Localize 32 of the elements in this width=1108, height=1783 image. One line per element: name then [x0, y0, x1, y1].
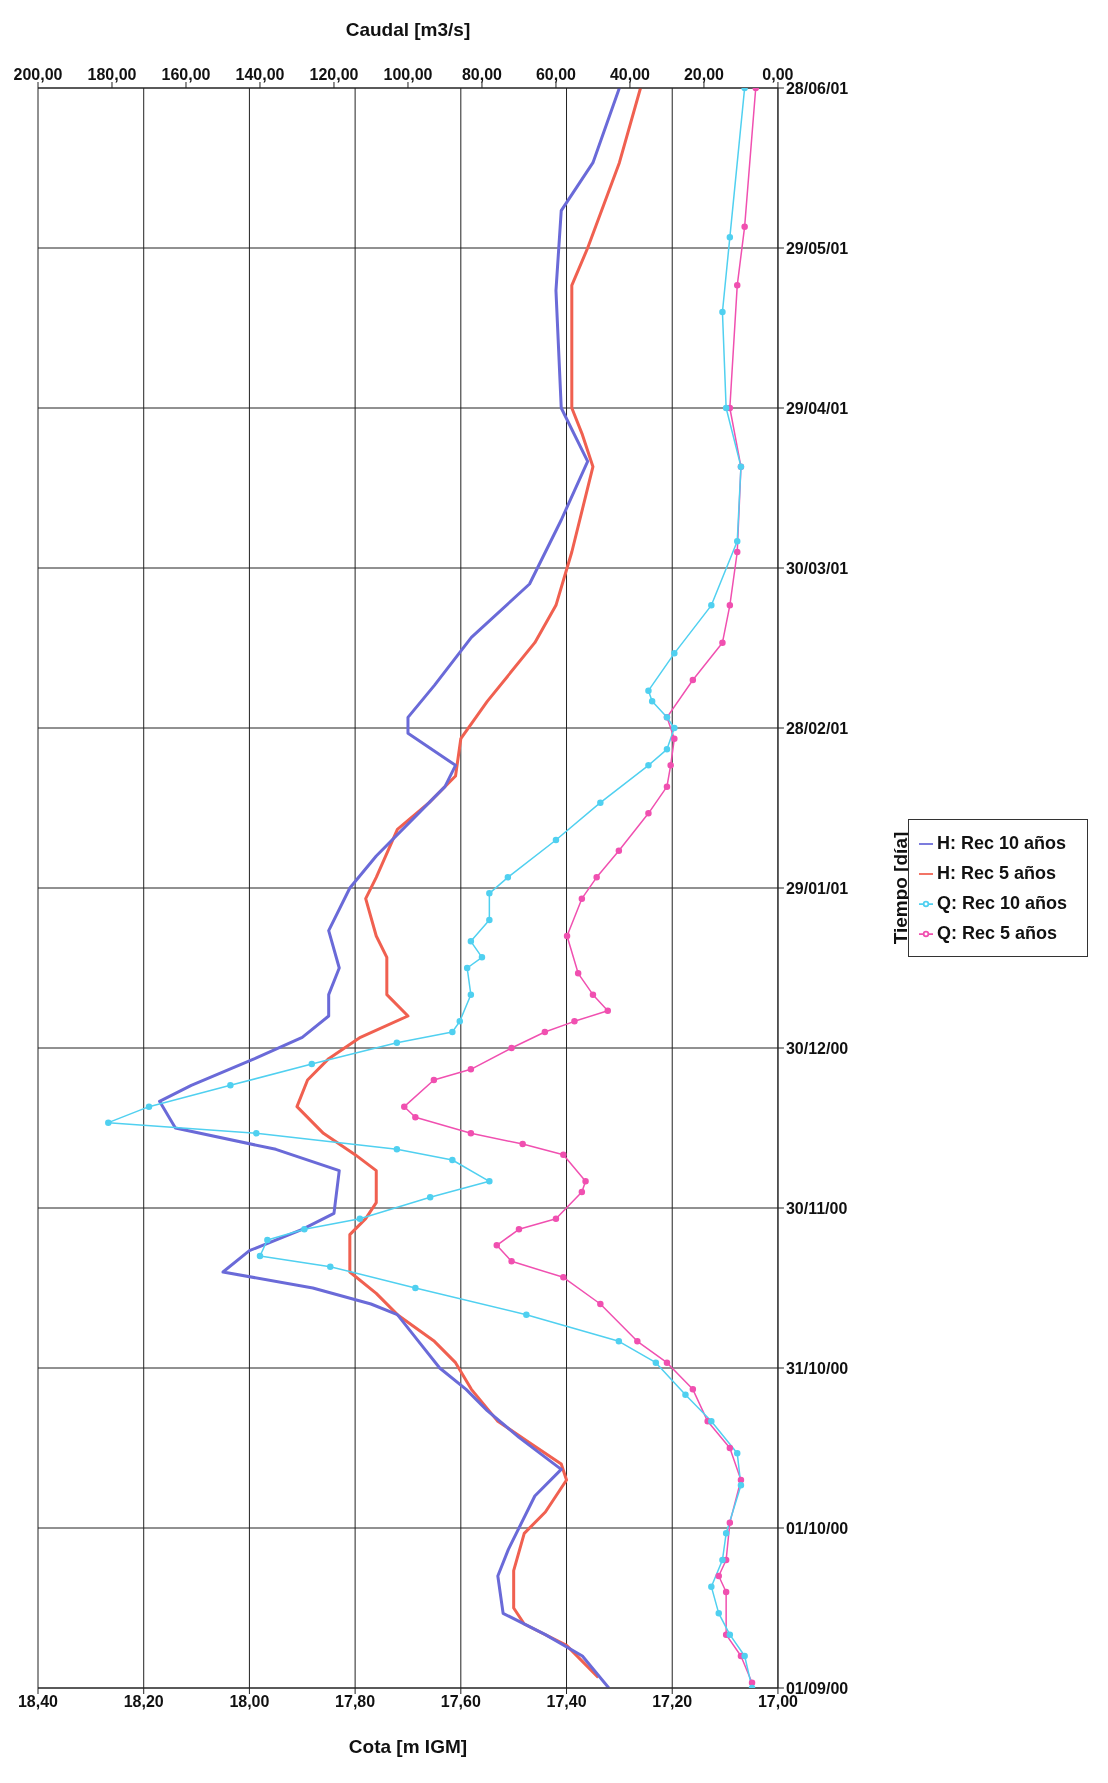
x2-tick-label: 200,00	[13, 66, 63, 83]
x2-tick-label: 120,00	[309, 66, 359, 83]
x-axis-title: Cota [m IGM]	[348, 1736, 468, 1757]
x2-tick-label: 80,00	[461, 66, 503, 83]
x2-tick-label: 140,00	[235, 66, 285, 83]
x2-tick-label: 60,00	[535, 66, 577, 83]
y-tick-label: 30/11/00	[785, 1199, 848, 1217]
x2-tick-label: 40,00	[609, 66, 651, 83]
y-tick-label: 29/01/01	[785, 879, 849, 897]
y-tick-label: 30/03/01	[785, 559, 849, 577]
legend-label: Q: Rec 5 años	[936, 923, 1057, 943]
legend-label: H: Rec 10 años	[936, 833, 1066, 853]
legend-label: Q: Rec 10 años	[936, 893, 1067, 913]
x-tick-label: 17,40	[546, 1693, 587, 1711]
x-tick-label: 18,20	[123, 1693, 164, 1711]
x2-tick-label: 160,00	[161, 66, 211, 83]
y-tick-label: 29/05/01	[785, 239, 849, 257]
y-tick-label: 30/12/00	[785, 1039, 849, 1057]
x-tick-label: 18,40	[17, 1693, 59, 1711]
x-tick-label: 17,80	[335, 1693, 376, 1711]
legend-label: H: Rec 5 años	[936, 863, 1056, 883]
x2-axis-title: Caudal [m3/s]	[345, 19, 471, 41]
x-tick-label: 17,60	[440, 1693, 481, 1711]
y-tick-label: 29/04/01	[785, 399, 849, 417]
x2-tick-label: 20,00	[683, 66, 725, 83]
x-tick-label: 18,00	[229, 1693, 270, 1711]
y-tick-label: 31/10/00	[785, 1359, 849, 1377]
x2-tick-label: 100,00	[383, 66, 433, 83]
x2-tick-label: 180,00	[87, 66, 137, 83]
y-tick-label: 01/10/00	[785, 1519, 849, 1537]
y-tick-label: 28/02/01	[785, 719, 849, 737]
x-tick-label: 17,20	[652, 1693, 693, 1711]
